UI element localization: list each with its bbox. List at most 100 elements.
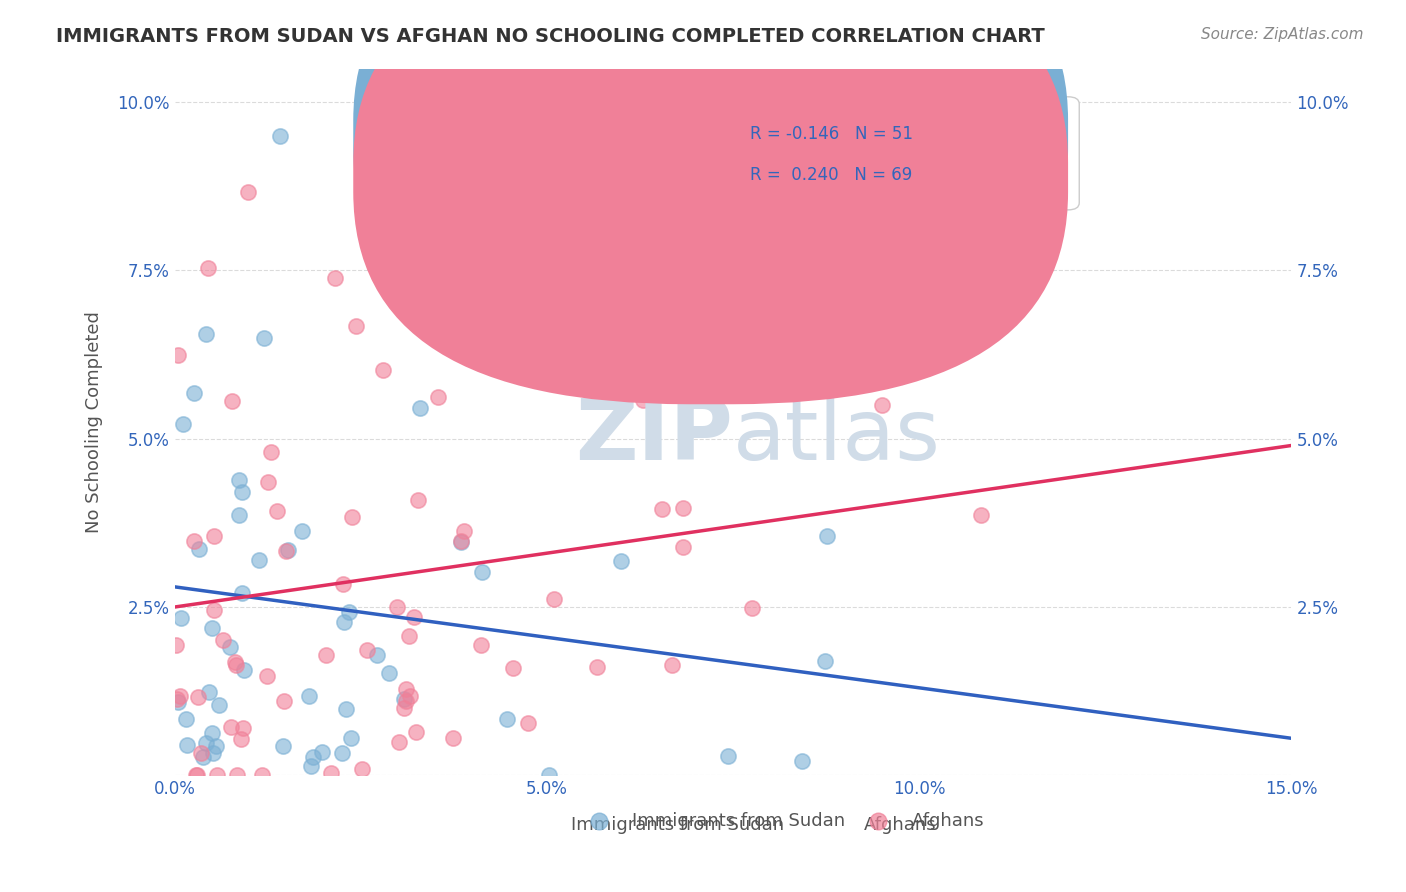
Point bbox=[371, 363, 394, 377]
Point bbox=[253, 331, 276, 345]
FancyBboxPatch shape bbox=[655, 97, 1080, 210]
FancyBboxPatch shape bbox=[353, 0, 1069, 404]
Point bbox=[311, 745, 333, 759]
Point bbox=[187, 542, 209, 557]
Point bbox=[238, 185, 260, 199]
Point bbox=[741, 600, 763, 615]
Point bbox=[252, 768, 274, 782]
Point bbox=[315, 648, 337, 663]
Point bbox=[402, 609, 425, 624]
Point bbox=[166, 692, 188, 706]
Point bbox=[195, 736, 218, 750]
Point bbox=[273, 693, 295, 707]
Point bbox=[405, 725, 427, 739]
Point bbox=[330, 746, 353, 760]
Point bbox=[392, 692, 415, 706]
Point bbox=[356, 642, 378, 657]
Point bbox=[231, 485, 253, 500]
Point bbox=[610, 553, 633, 567]
Point bbox=[319, 765, 342, 780]
Point bbox=[187, 690, 209, 705]
Point bbox=[201, 726, 224, 740]
Point bbox=[266, 504, 288, 518]
Point bbox=[392, 701, 415, 715]
Point bbox=[814, 654, 837, 668]
Point bbox=[212, 632, 235, 647]
Point bbox=[169, 690, 191, 704]
Point bbox=[323, 270, 346, 285]
Point bbox=[298, 689, 321, 703]
Point bbox=[201, 622, 224, 636]
Point bbox=[780, 128, 803, 143]
Point bbox=[219, 720, 242, 734]
Point bbox=[387, 600, 409, 615]
Point bbox=[197, 260, 219, 275]
Point bbox=[202, 603, 225, 617]
Text: R =  0.240   N = 69: R = 0.240 N = 69 bbox=[749, 166, 912, 184]
Text: Immigrants from Sudan: Immigrants from Sudan bbox=[633, 813, 845, 830]
Point bbox=[342, 510, 364, 524]
Point bbox=[333, 615, 356, 630]
Point bbox=[815, 529, 838, 543]
Point bbox=[233, 663, 256, 677]
Point bbox=[337, 605, 360, 619]
Point bbox=[170, 611, 193, 625]
Point bbox=[496, 712, 519, 726]
Point bbox=[335, 701, 357, 715]
Point bbox=[426, 390, 449, 404]
Point bbox=[205, 739, 228, 754]
Point bbox=[572, 128, 595, 143]
Point bbox=[256, 669, 278, 683]
Point bbox=[672, 540, 695, 554]
Point bbox=[586, 659, 609, 673]
Point bbox=[207, 768, 229, 782]
Point bbox=[395, 694, 418, 708]
Point bbox=[165, 638, 187, 652]
Point bbox=[208, 698, 231, 712]
Point bbox=[198, 684, 221, 698]
Point bbox=[299, 759, 322, 773]
Text: IMMIGRANTS FROM SUDAN VS AFGHAN NO SCHOOLING COMPLETED CORRELATION CHART: IMMIGRANTS FROM SUDAN VS AFGHAN NO SCHOO… bbox=[56, 27, 1045, 45]
Point bbox=[172, 417, 194, 432]
Point bbox=[228, 508, 250, 523]
Point bbox=[471, 565, 494, 579]
Point bbox=[183, 534, 205, 549]
Point bbox=[395, 681, 418, 696]
Text: Immigrants from Sudan: Immigrants from Sudan bbox=[571, 816, 783, 834]
Point bbox=[219, 640, 242, 655]
Point bbox=[651, 502, 673, 516]
Point bbox=[441, 731, 464, 745]
Point bbox=[190, 747, 212, 761]
Point bbox=[517, 715, 540, 730]
Point bbox=[174, 712, 197, 726]
Point bbox=[231, 586, 253, 600]
Point bbox=[717, 749, 740, 764]
Point bbox=[387, 734, 409, 748]
Point bbox=[671, 500, 693, 515]
Point bbox=[232, 721, 254, 735]
Point bbox=[453, 524, 475, 538]
Point bbox=[366, 648, 388, 662]
Point bbox=[633, 393, 655, 408]
Point bbox=[256, 475, 278, 490]
Point bbox=[225, 657, 247, 672]
Point bbox=[679, 128, 702, 143]
Point bbox=[332, 577, 354, 591]
Point bbox=[450, 534, 472, 549]
Point bbox=[970, 508, 993, 523]
Text: Afghans: Afghans bbox=[911, 813, 984, 830]
Point bbox=[790, 754, 813, 768]
Text: Afghans: Afghans bbox=[865, 816, 936, 834]
Point bbox=[302, 750, 325, 764]
Point bbox=[291, 524, 314, 538]
Point bbox=[224, 655, 246, 669]
Point bbox=[339, 731, 361, 745]
Point bbox=[470, 639, 492, 653]
Point bbox=[186, 768, 208, 782]
Point bbox=[228, 474, 250, 488]
Point bbox=[502, 661, 524, 675]
Point bbox=[271, 739, 294, 753]
Point bbox=[183, 386, 205, 401]
Point bbox=[201, 747, 224, 761]
Point bbox=[167, 348, 190, 362]
